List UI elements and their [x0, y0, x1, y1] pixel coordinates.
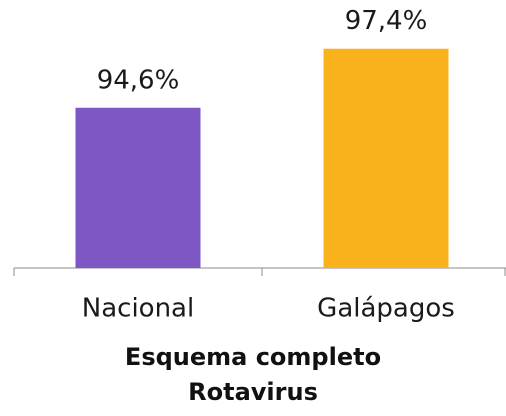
x-axis-label: Esquema completo Rotavirus	[124, 343, 382, 406]
x-tick-label: Nacional	[82, 294, 194, 324]
x-tick-label: Galápagos	[317, 294, 455, 324]
data-label: 94,6%	[97, 65, 180, 95]
data-label: 97,4%	[345, 6, 428, 36]
bar	[75, 107, 201, 269]
bar	[323, 48, 449, 268]
